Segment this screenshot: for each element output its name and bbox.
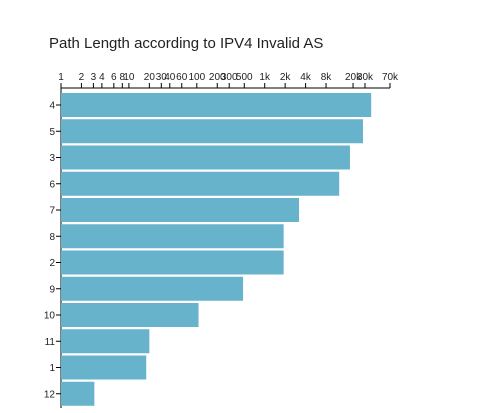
category-label: 4 [49, 101, 55, 112]
x-tick-label: 4k [300, 72, 312, 83]
x-tick-label: 2k [280, 72, 292, 83]
x-tick-label: 70k [382, 72, 399, 83]
x-tick-label: 500 [236, 72, 253, 83]
x-tick-label: 20 [144, 72, 156, 83]
x-tick-label: 30k [357, 72, 374, 83]
x-tick-label: 3 [91, 72, 97, 83]
category-label: 6 [49, 179, 55, 190]
x-tick-label: 2 [79, 72, 85, 83]
bar [61, 381, 95, 406]
chart-title: Path Length according to IPV4 Invalid AS [49, 35, 324, 52]
bar [61, 145, 350, 170]
category-label: 7 [49, 206, 55, 217]
bar [61, 198, 300, 222]
bar [61, 329, 150, 354]
x-tick-label: 1 [58, 72, 64, 83]
x-tick-label: 30 [156, 72, 168, 83]
x-tick-label: 60 [176, 72, 188, 83]
category-label: 10 [44, 311, 56, 322]
x-tick-label: 100 [188, 72, 205, 83]
x-tick-label: 4 [99, 72, 105, 83]
x-tick-label: 10 [123, 72, 135, 83]
x-tick-label: 200 [209, 72, 226, 83]
category-label: 1 [49, 363, 55, 374]
category-label: 2 [49, 258, 55, 269]
bar [61, 355, 147, 380]
x-tick-label: 20k [345, 72, 362, 83]
x-tick-label: 8k [321, 72, 333, 83]
category-label: 5 [49, 127, 55, 138]
x-tick-label: 300 [221, 72, 238, 83]
category-label: 8 [49, 232, 55, 243]
x-tick-label: 1k [259, 72, 271, 83]
bar [61, 171, 340, 196]
category-label: 12 [44, 389, 56, 400]
bar [61, 119, 363, 144]
x-tick-label: 40 [164, 72, 176, 83]
x-tick-label: 8 [120, 72, 126, 83]
category-label: 11 [45, 337, 56, 348]
category-label: 9 [49, 284, 55, 295]
bar [61, 276, 244, 301]
bar [61, 224, 284, 249]
bar [61, 303, 199, 327]
x-tick-label: 6 [111, 72, 117, 83]
category-label: 3 [49, 153, 55, 164]
bars [61, 93, 372, 406]
bar [61, 250, 284, 275]
bar [61, 93, 372, 117]
